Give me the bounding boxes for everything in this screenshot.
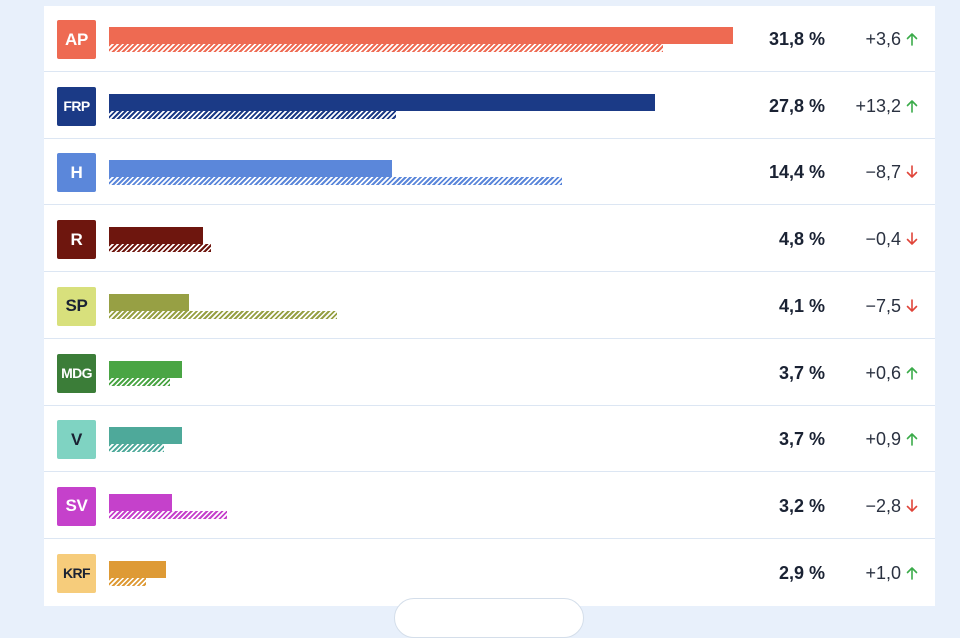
bar-group bbox=[109, 6, 749, 72]
party-row-sp: SP 4,1 % −7,5 bbox=[44, 273, 935, 339]
bar-group bbox=[109, 473, 749, 539]
party-badge: SV bbox=[57, 486, 96, 526]
previous-result-bar bbox=[109, 44, 663, 52]
bottom-tab[interactable] bbox=[394, 598, 584, 638]
party-badge: MDG bbox=[57, 353, 96, 393]
vote-share-label: 3,2 % bbox=[778, 495, 825, 516]
party-row-ap: AP 31,8 % +3,6 bbox=[44, 6, 935, 72]
current-result-bar bbox=[109, 427, 182, 445]
party-badge: R bbox=[57, 220, 96, 260]
arrow-up-icon bbox=[906, 99, 918, 113]
arrow-up-icon bbox=[906, 566, 918, 580]
arrow-down-icon bbox=[906, 165, 918, 179]
vote-share-label: 4,8 % bbox=[778, 229, 825, 250]
party-badge: FRP bbox=[57, 86, 96, 126]
bar-group bbox=[109, 406, 749, 472]
bar-group bbox=[109, 340, 749, 406]
arrow-down-icon bbox=[906, 298, 918, 313]
current-result-bar bbox=[109, 160, 392, 178]
party-row-r: R 4,8 % −0,4 bbox=[44, 206, 935, 273]
party-badge: KRF bbox=[57, 553, 96, 593]
party-row-sv: SV 3,2 % −2,8 bbox=[44, 473, 935, 539]
change-text: −8,7 bbox=[865, 162, 901, 183]
previous-result-bar bbox=[109, 244, 212, 253]
party-row-frp: FRP 27,8 % +13,2 bbox=[44, 73, 935, 139]
party-row-h: H 14,4 % −8,7 bbox=[44, 139, 935, 206]
change-text: +13,2 bbox=[855, 95, 901, 116]
change-text: −7,5 bbox=[865, 295, 901, 316]
change-text: +3,6 bbox=[865, 29, 901, 49]
arrow-down-icon bbox=[906, 499, 918, 513]
vote-share-label: 31,8 % bbox=[768, 29, 825, 49]
change-text: −2,8 bbox=[865, 495, 901, 516]
previous-result-bar bbox=[109, 444, 164, 453]
current-result-bar bbox=[109, 93, 655, 111]
vote-share-label: 4,1 % bbox=[778, 295, 825, 316]
change-value: −0,4 bbox=[865, 206, 918, 272]
change-value: +0,9 bbox=[865, 406, 918, 472]
change-value: +1,0 bbox=[865, 540, 918, 606]
party-badge: V bbox=[57, 420, 96, 460]
current-result-bar bbox=[109, 360, 182, 378]
previous-result-bar bbox=[109, 377, 170, 386]
bar-group bbox=[109, 206, 749, 272]
previous-result-bar bbox=[109, 110, 396, 119]
bar-group bbox=[109, 139, 749, 205]
vote-share-label: 27,8 % bbox=[768, 95, 825, 116]
arrow-up-icon bbox=[906, 32, 918, 46]
change-value: −8,7 bbox=[865, 139, 918, 205]
party-badge: H bbox=[57, 153, 96, 193]
vote-share-label: 14,4 % bbox=[768, 162, 825, 183]
party-row-v: V 3,7 % +0,9 bbox=[44, 406, 935, 473]
change-text: +0,9 bbox=[865, 429, 901, 450]
arrow-up-icon bbox=[906, 366, 918, 380]
results-card: AP 31,8 % +3,6 FRP 27,8 % +13,2 H 14,4 % −8,7 R 4,… bbox=[44, 6, 935, 606]
change-value: −7,5 bbox=[865, 273, 918, 339]
arrow-up-icon bbox=[906, 432, 918, 446]
party-badge: SP bbox=[57, 286, 96, 326]
previous-result-bar bbox=[109, 177, 563, 186]
change-text: +1,0 bbox=[865, 562, 901, 583]
change-value: −2,8 bbox=[865, 473, 918, 539]
change-value: +3,6 bbox=[865, 6, 918, 72]
previous-result-bar bbox=[109, 310, 337, 319]
vote-share-label: 2,9 % bbox=[778, 562, 825, 583]
vote-share-label: 3,7 % bbox=[778, 429, 825, 450]
current-result-bar bbox=[109, 560, 166, 578]
vote-share-label: 3,7 % bbox=[778, 362, 825, 383]
current-result-bar bbox=[109, 27, 734, 44]
change-value: +13,2 bbox=[855, 73, 918, 139]
party-row-mdg: MDG 3,7 % +0,6 bbox=[44, 340, 935, 406]
bar-group bbox=[109, 73, 749, 139]
arrow-down-icon bbox=[906, 232, 918, 246]
bar-group bbox=[109, 273, 749, 339]
previous-result-bar bbox=[109, 577, 147, 586]
party-row-krf: KRF 2,9 % +1,0 bbox=[44, 540, 935, 606]
change-value: +0,6 bbox=[865, 340, 918, 406]
current-result-bar bbox=[109, 293, 190, 311]
current-result-bar bbox=[109, 493, 172, 511]
change-text: +0,6 bbox=[865, 362, 901, 383]
change-text: −0,4 bbox=[865, 229, 901, 250]
party-badge: AP bbox=[57, 20, 96, 59]
previous-result-bar bbox=[109, 510, 227, 519]
current-result-bar bbox=[109, 227, 204, 245]
bar-group bbox=[109, 540, 749, 606]
